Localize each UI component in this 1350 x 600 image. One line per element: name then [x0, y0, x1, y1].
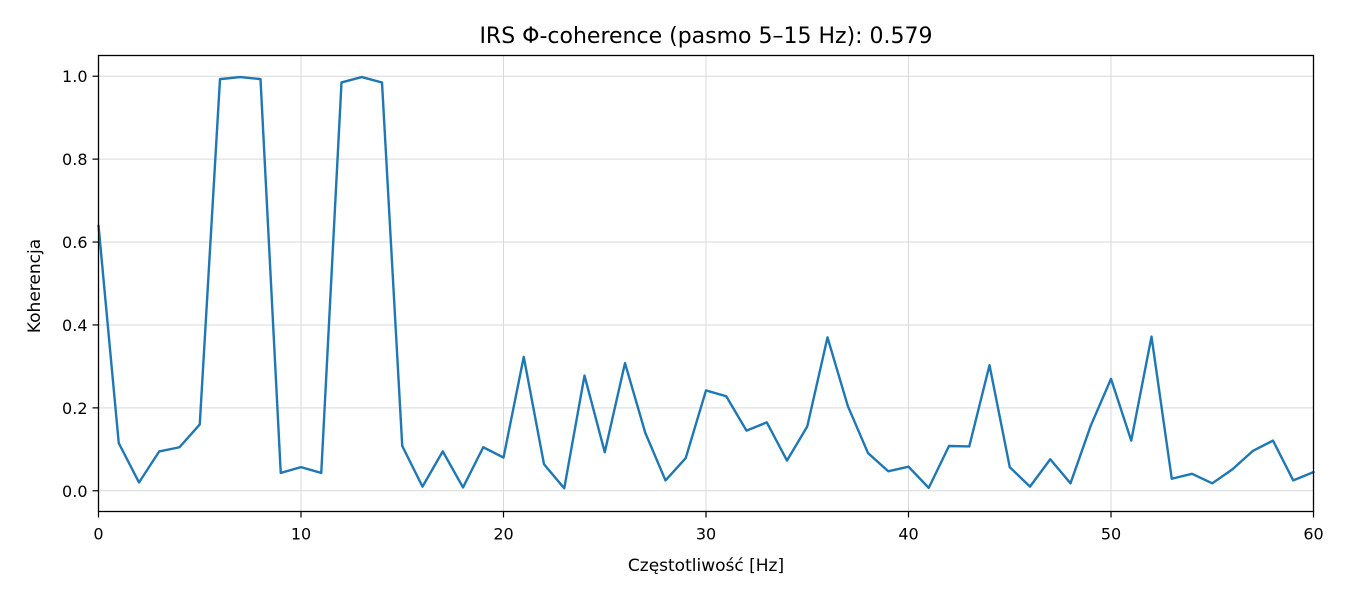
- y-tick-label: 0.4: [62, 316, 87, 335]
- y-tick-label: 0.0: [62, 482, 87, 501]
- y-tick-label: 0.8: [62, 150, 87, 169]
- x-tick-label: 40: [898, 525, 918, 544]
- plot-frame: [97, 54, 1315, 513]
- grid-lines: [98, 55, 1314, 512]
- y-tick-label: 0.6: [62, 233, 87, 252]
- chart-title: IRS Φ-coherence (pasmo 5–15 Hz): 0.579: [479, 24, 932, 49]
- x-tick-label: 50: [1101, 525, 1121, 544]
- coherence-line: [97, 75, 1315, 490]
- x-tick-label: 20: [493, 525, 513, 544]
- axis-ticks: 0 10 20 30 40 50 60 0.0 0.2 0.4 0.6 0.8 1.0: [62, 67, 1324, 543]
- x-tick-label: 60: [1303, 525, 1323, 544]
- y-axis-label: Koherencja: [25, 239, 45, 333]
- y-tick-label: 0.2: [62, 399, 87, 418]
- y-tick-label: 1.0: [62, 67, 87, 86]
- x-axis-label: Częstotliwość [Hz]: [628, 556, 784, 576]
- x-tick-label: 10: [291, 525, 311, 544]
- x-tick-label: 0: [93, 525, 103, 544]
- x-tick-label: 30: [696, 525, 716, 544]
